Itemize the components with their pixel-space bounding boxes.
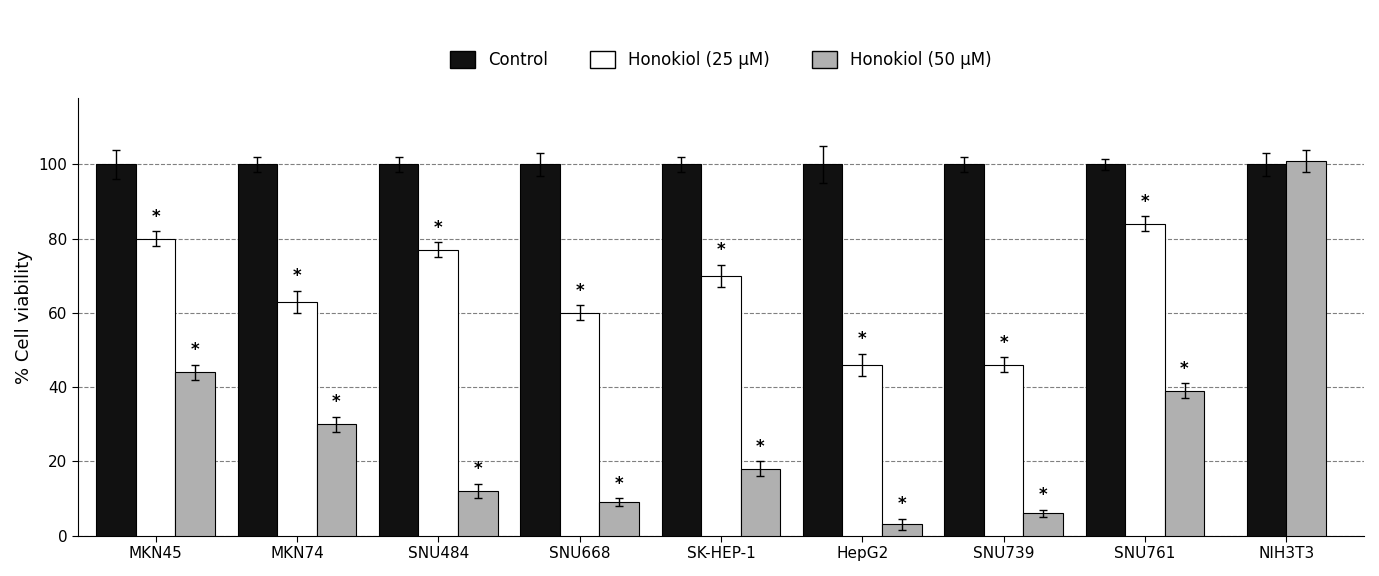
Text: *: *: [575, 282, 583, 300]
Bar: [945, 164, 983, 536]
Bar: [277, 302, 317, 536]
Bar: [843, 365, 883, 536]
Text: *: *: [190, 341, 200, 359]
Bar: [1287, 161, 1325, 536]
Bar: [458, 491, 498, 536]
Y-axis label: % Cell viability: % Cell viability: [15, 249, 33, 384]
Bar: [560, 313, 600, 536]
Bar: [883, 524, 921, 536]
Bar: [379, 164, 418, 536]
Bar: [135, 238, 175, 536]
Text: *: *: [1038, 486, 1048, 504]
Bar: [741, 469, 781, 536]
Text: *: *: [1000, 334, 1008, 352]
Bar: [1247, 164, 1287, 536]
Bar: [1085, 164, 1125, 536]
Text: *: *: [152, 207, 160, 226]
Text: *: *: [332, 393, 341, 411]
Legend: Control, Honokiol (25 μM), Honokiol (50 μM): Control, Honokiol (25 μM), Honokiol (50 …: [444, 44, 998, 76]
Text: *: *: [473, 460, 483, 478]
Text: *: *: [434, 219, 443, 237]
Bar: [983, 365, 1023, 536]
Bar: [1125, 223, 1165, 536]
Bar: [520, 164, 560, 536]
Text: *: *: [615, 475, 623, 493]
Text: *: *: [1140, 193, 1149, 211]
Bar: [317, 424, 356, 536]
Bar: [1165, 391, 1204, 536]
Bar: [803, 164, 843, 536]
Bar: [1023, 513, 1063, 536]
Bar: [662, 164, 701, 536]
Text: *: *: [756, 438, 765, 456]
Text: *: *: [858, 330, 866, 348]
Bar: [97, 164, 135, 536]
Text: *: *: [1180, 360, 1189, 378]
Bar: [237, 164, 277, 536]
Bar: [418, 250, 458, 536]
Text: *: *: [898, 495, 906, 513]
Text: *: *: [717, 241, 725, 259]
Bar: [600, 502, 638, 536]
Bar: [175, 372, 215, 536]
Text: *: *: [292, 267, 301, 285]
Bar: [701, 276, 741, 536]
